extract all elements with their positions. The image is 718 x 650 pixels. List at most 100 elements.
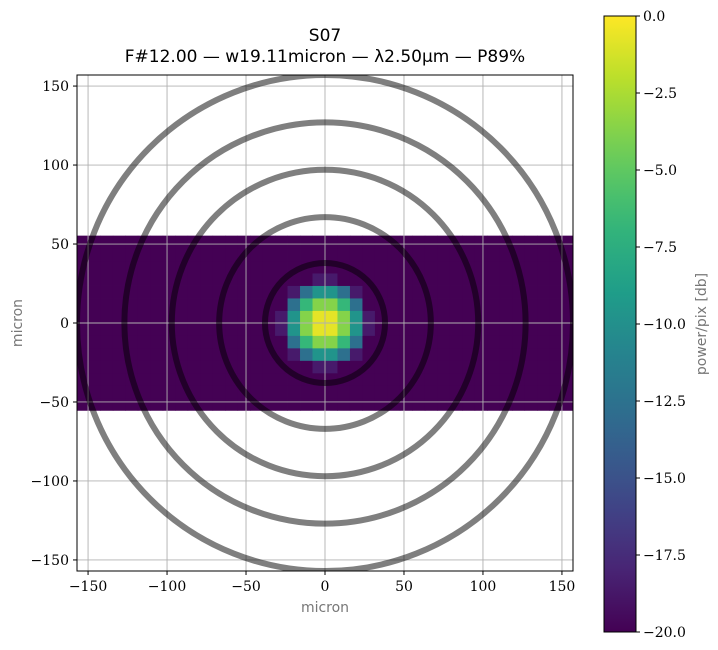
heatmap-cell bbox=[437, 298, 451, 311]
heatmap-cell bbox=[150, 235, 164, 249]
heatmap-cell bbox=[575, 298, 588, 311]
heatmap-cell bbox=[575, 360, 588, 373]
heatmap-cell bbox=[562, 298, 573, 311]
heatmap-cell bbox=[562, 323, 573, 336]
heatmap-cell bbox=[474, 372, 488, 386]
heatmap-cell bbox=[449, 260, 463, 274]
heatmap-cell bbox=[437, 310, 451, 324]
x-tick-label: 0 bbox=[321, 579, 330, 595]
heatmap-cell bbox=[87, 385, 101, 399]
heatmap-cell bbox=[524, 235, 538, 249]
heatmap-cell bbox=[63, 261, 76, 274]
heatmap-cell bbox=[162, 372, 176, 386]
heatmap-cell bbox=[250, 285, 264, 299]
heatmap-cell bbox=[212, 248, 226, 262]
heatmap-cell bbox=[150, 372, 164, 386]
heatmap-cell bbox=[125, 235, 139, 249]
heatmap-cell bbox=[537, 248, 551, 262]
heatmap-cell bbox=[437, 260, 451, 274]
heatmap-cell bbox=[575, 236, 588, 249]
heatmap-cell bbox=[512, 310, 526, 324]
heatmap-cell bbox=[300, 323, 313, 336]
heatmap-cell bbox=[537, 260, 551, 274]
heatmap-cell bbox=[87, 310, 101, 324]
heatmap-cell bbox=[412, 385, 426, 399]
heatmap-cell bbox=[237, 235, 251, 249]
heatmap-cell bbox=[537, 235, 551, 249]
heatmap-cell bbox=[287, 397, 301, 411]
heatmap-cell bbox=[77, 235, 89, 249]
heatmap-cell bbox=[337, 248, 351, 262]
colorbar-tick-label: −15.0 bbox=[643, 471, 686, 487]
heatmap-cell bbox=[487, 385, 501, 399]
heatmap-cell bbox=[549, 323, 563, 336]
heatmap-cell bbox=[77, 347, 89, 361]
heatmap-cell bbox=[437, 397, 451, 411]
heatmap-cell bbox=[212, 385, 226, 399]
heatmap-cell bbox=[175, 323, 189, 336]
heatmap-cell bbox=[250, 335, 264, 349]
heatmap-cell bbox=[63, 335, 76, 348]
heatmap-cell bbox=[77, 397, 89, 411]
heatmap-cell bbox=[399, 285, 413, 299]
heatmap-cell bbox=[287, 298, 301, 311]
heatmap-cell bbox=[237, 360, 251, 374]
heatmap-cell bbox=[175, 235, 189, 249]
heatmap-cell bbox=[237, 285, 251, 299]
heatmap-cell bbox=[150, 335, 164, 349]
heatmap-cell bbox=[387, 310, 401, 324]
heatmap-cell bbox=[162, 397, 176, 411]
heatmap-cell bbox=[362, 335, 376, 349]
heatmap-cell bbox=[437, 248, 451, 262]
heatmap-cell bbox=[187, 347, 201, 361]
heatmap-cell bbox=[275, 385, 288, 399]
colorbar-tick-label: 0.0 bbox=[643, 9, 665, 25]
heatmap-cell bbox=[100, 323, 114, 336]
heatmap-cell bbox=[562, 397, 573, 411]
heatmap-cell bbox=[262, 273, 276, 286]
heatmap-cell bbox=[250, 372, 264, 386]
heatmap-cell bbox=[150, 298, 164, 311]
y-tick-label: 150 bbox=[42, 79, 69, 95]
heatmap-cell bbox=[262, 360, 276, 374]
x-tick-label: 100 bbox=[470, 579, 497, 595]
heatmap-cell bbox=[524, 385, 538, 399]
heatmap-cell bbox=[424, 360, 438, 374]
heatmap-cell bbox=[287, 248, 301, 262]
heatmap-cell bbox=[424, 385, 438, 399]
heatmap-cell bbox=[137, 273, 151, 286]
heatmap-cell bbox=[212, 397, 226, 411]
heatmap-cell bbox=[287, 385, 301, 399]
heatmap-cell bbox=[462, 310, 476, 324]
heatmap-cell bbox=[300, 273, 313, 286]
heatmap-cell bbox=[562, 310, 573, 324]
heatmap-cell bbox=[499, 260, 513, 274]
heatmap-cell bbox=[250, 385, 264, 399]
heatmap-cell bbox=[349, 310, 363, 324]
heatmap-cell bbox=[112, 273, 126, 286]
heatmap-cell bbox=[312, 397, 326, 411]
heatmap-cell bbox=[150, 360, 164, 374]
heatmap-cell bbox=[437, 323, 451, 336]
heatmap-cell bbox=[325, 397, 338, 411]
heatmap-cell bbox=[63, 286, 76, 299]
heatmap-cell bbox=[225, 323, 239, 336]
heatmap-cell bbox=[63, 273, 76, 286]
heatmap-cell bbox=[100, 285, 114, 299]
heatmap-cell bbox=[337, 335, 351, 349]
heatmap-cell bbox=[187, 310, 201, 324]
heatmap-cell bbox=[449, 310, 463, 324]
heatmap-cell bbox=[287, 347, 301, 361]
heatmap-cell bbox=[100, 260, 114, 274]
heatmap-cell bbox=[162, 260, 176, 274]
heatmap-cell bbox=[487, 335, 501, 349]
heatmap-cell bbox=[449, 372, 463, 386]
heatmap-cell bbox=[537, 397, 551, 411]
heatmap-cell bbox=[212, 360, 226, 374]
heatmap-cell bbox=[187, 360, 201, 374]
colorbar-label: power/pix [db] bbox=[694, 273, 710, 375]
heatmap-cell bbox=[200, 385, 214, 399]
heatmap-cell bbox=[487, 347, 501, 361]
heatmap-cell bbox=[150, 347, 164, 361]
